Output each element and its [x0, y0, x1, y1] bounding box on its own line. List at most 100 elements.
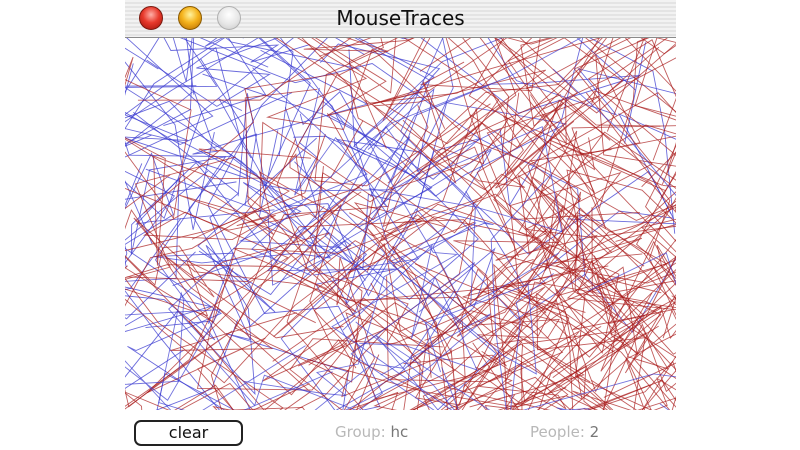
mouse-trace [294, 87, 411, 208]
mouse-trace [275, 38, 526, 191]
mouse-trace [575, 295, 676, 410]
mouse-trace [125, 46, 258, 206]
mouse-trace [419, 38, 640, 221]
mouse-trace [524, 38, 676, 238]
mousetraces-window: MouseTraces clear Group: hc People: 2 [125, 0, 676, 450]
mouse-trace [462, 142, 676, 325]
mouse-trace [207, 38, 383, 410]
bottom-bar: clear Group: hc People: 2 [125, 410, 676, 450]
minimize-button[interactable] [178, 6, 202, 30]
clear-button[interactable]: clear [134, 420, 243, 446]
mouse-trace [464, 94, 676, 342]
mouse-trace [259, 125, 438, 334]
mouse-trace [130, 98, 278, 264]
mouse-trace [552, 173, 676, 378]
group-status: Group: hc [335, 423, 408, 441]
mouse-trace [327, 112, 676, 339]
mouse-trace [143, 72, 429, 221]
people-status: People: 2 [530, 423, 599, 441]
mouse-trace [495, 38, 602, 189]
mouse-trace [276, 138, 587, 346]
mouse-trace [345, 312, 551, 410]
mouse-trace [506, 365, 614, 410]
mouse-trace [388, 259, 564, 383]
mouse-trace [415, 38, 595, 258]
mouse-trace [490, 174, 554, 410]
mouse-trace [156, 205, 397, 410]
mouse-trace [469, 288, 585, 410]
mouse-trace [125, 148, 312, 410]
mouse-trace [125, 156, 357, 396]
mouse-trace [172, 38, 360, 82]
window-title: MouseTraces [336, 6, 465, 30]
mouse-trace [532, 138, 676, 371]
mouse-trace [191, 121, 375, 410]
mouse-trace [244, 222, 477, 397]
mouse-trace [125, 245, 344, 339]
mouse-trace [576, 244, 676, 410]
mouse-trace [497, 38, 676, 197]
mouse-trace [125, 79, 318, 235]
mouse-trace [587, 360, 676, 410]
mouse-trace [409, 343, 632, 410]
mouse-trace [353, 38, 676, 234]
mouse-trace [531, 170, 676, 280]
mouse-trace [319, 38, 612, 406]
mouse-trace [244, 153, 458, 409]
mouse-trace [125, 251, 251, 410]
mouse-trace [602, 253, 676, 410]
mouse-trace [472, 281, 662, 410]
mouse-trace [250, 38, 582, 276]
mouse-trace [443, 376, 586, 410]
mouse-trace [126, 183, 499, 410]
mouse-trace [280, 107, 496, 410]
traces-canvas[interactable] [125, 38, 676, 410]
mouse-trace [341, 245, 523, 410]
mouse-trace [469, 113, 676, 253]
close-button[interactable] [139, 6, 163, 30]
mouse-trace [125, 38, 294, 268]
mouse-trace [493, 263, 635, 410]
mouse-trace [344, 313, 491, 410]
mouse-trace [307, 297, 676, 410]
mouse-trace [556, 403, 670, 410]
mouse-trace [478, 330, 580, 410]
mouse-trace [294, 141, 492, 310]
zoom-button[interactable] [217, 6, 241, 30]
mouse-trace [125, 56, 364, 266]
mouse-trace [125, 309, 306, 410]
mouse-trace [125, 38, 365, 244]
mouse-trace [366, 92, 582, 410]
mouse-trace [125, 140, 227, 341]
mouse-trace [591, 97, 676, 355]
mouse-trace [125, 90, 321, 264]
mouse-trace [125, 174, 310, 410]
mouse-trace [133, 217, 432, 378]
people-label: People: [530, 423, 585, 441]
mouse-trace [413, 214, 638, 410]
mouse-trace [572, 207, 676, 331]
mouse-trace [441, 367, 676, 410]
mouse-trace [125, 38, 244, 130]
mouse-trace [125, 114, 189, 142]
mouse-trace [342, 243, 478, 371]
mouse-trace [303, 38, 510, 157]
mouse-trace [137, 38, 423, 117]
mouse-trace [461, 92, 676, 410]
mouse-trace [212, 276, 602, 410]
mouse-trace [331, 157, 459, 410]
mouse-trace [313, 165, 421, 410]
mouse-trace [125, 152, 209, 245]
mouse-trace [142, 187, 360, 410]
group-label: Group: [335, 423, 386, 441]
mouse-trace [347, 203, 668, 297]
mouse-trace [337, 38, 547, 185]
mouse-trace [494, 38, 676, 374]
people-value: 2 [589, 423, 600, 441]
mouse-trace [424, 207, 676, 395]
mouse-trace [370, 38, 641, 197]
mouse-trace [536, 292, 671, 410]
mouse-trace [168, 67, 368, 410]
mouse-trace [530, 39, 676, 229]
title-bar[interactable]: MouseTraces [125, 0, 676, 38]
